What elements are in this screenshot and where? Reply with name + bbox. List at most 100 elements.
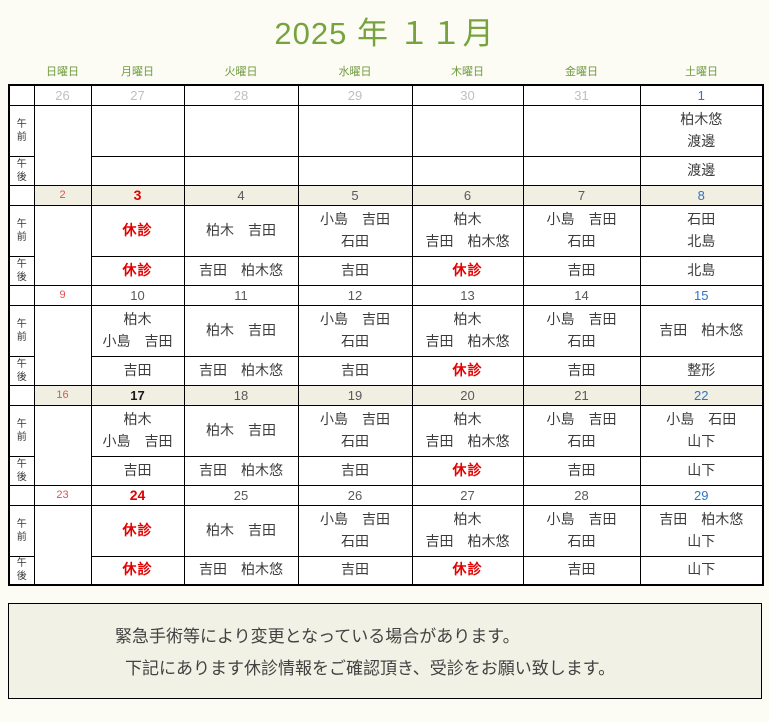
schedule-calendar: 26 27 28 29 30 31 1 午前 柏木悠 渡邊 午後 渡邊 2 3 …: [8, 84, 764, 586]
am-cell: 小島 吉田 石田: [522, 304, 641, 357]
calendar-title: 2025 年 １１月: [274, 16, 495, 51]
pm-cell-closed: 休診: [411, 355, 524, 386]
day-header-row: 日曜日 月曜日 火曜日 水曜日 木曜日 金曜日 土曜日: [9, 63, 769, 79]
pm-cell: [297, 155, 413, 186]
date-cell: 10: [90, 284, 185, 306]
corner-cell: [8, 84, 35, 106]
am-cell: 柏木 吉田: [183, 304, 299, 357]
pm-cell-closed: 休診: [411, 555, 524, 586]
date-cell: 31: [522, 84, 641, 106]
am-cell: 柏木 小島 吉田: [90, 404, 185, 457]
date-cell: 20: [411, 384, 524, 406]
week1-date-row: 26 27 28 29 30 31 1: [8, 84, 764, 106]
week4-am-row: 午前 柏木 小島 吉田 柏木 吉田 小島 吉田 石田 柏木 吉田 柏木悠 小島 …: [8, 404, 764, 486]
date-cell: 15: [639, 284, 764, 306]
pm-cell-closed: 休診: [411, 455, 524, 486]
pm-cell: 北島: [639, 255, 764, 286]
pm-cell: 吉田 柏木悠: [183, 355, 299, 386]
date-cell: 6: [411, 184, 524, 206]
am-cell: 柏木 吉田: [183, 204, 299, 257]
pm-cell-closed: 休診: [90, 255, 185, 286]
am-cell: 小島 吉田 石田: [522, 404, 641, 457]
date-cell: 19: [297, 384, 413, 406]
week4-date-row: 16 17 18 19 20 21 22: [8, 384, 764, 406]
time-label-am: 午前: [8, 104, 35, 157]
date-cell: 5: [297, 184, 413, 206]
am-cell: 小島 吉田 石田: [297, 304, 413, 357]
week3-date-row: 9 10 11 12 13 14 15: [8, 284, 764, 306]
week1-pm-row: 午後 渡邊: [8, 155, 764, 186]
pm-cell: 吉田: [297, 455, 413, 486]
week3-pm-row: 午後 吉田 吉田 柏木悠 吉田 休診 吉田 整形: [8, 355, 764, 386]
corner-cell: [8, 184, 35, 206]
date-cell: 16: [33, 384, 92, 406]
date-cell: 13: [411, 284, 524, 306]
sunday-closed-cell: [33, 104, 92, 186]
date-cell: 23: [33, 484, 92, 506]
time-label-pm: 午後: [8, 555, 35, 586]
am-cell: 小島 吉田 石田: [297, 204, 413, 257]
date-cell: 28: [522, 484, 641, 506]
am-cell: [522, 104, 641, 157]
am-cell: 小島 吉田 石田: [522, 204, 641, 257]
week4-pm-row: 午後 吉田 吉田 柏木悠 吉田 休診 吉田 山下: [8, 455, 764, 486]
am-cell-closed: 休診: [90, 204, 185, 257]
am-cell: 柏木 吉田: [183, 404, 299, 457]
pm-cell: 吉田 柏木悠: [183, 455, 299, 486]
date-cell: 21: [522, 384, 641, 406]
sunday-closed-cell: [33, 504, 92, 586]
pm-cell: [90, 155, 185, 186]
time-label-am: 午前: [8, 504, 35, 557]
am-cell: [297, 104, 413, 157]
pm-cell: [522, 155, 641, 186]
date-cell: 26: [33, 84, 92, 106]
pm-cell: 吉田 柏木悠: [183, 555, 299, 586]
day-header-sunday: 日曜日: [46, 66, 79, 78]
am-cell: 柏木 吉田 柏木悠: [411, 504, 524, 557]
pm-cell-closed: 休診: [90, 555, 185, 586]
am-cell: 小島 吉田 石田: [522, 504, 641, 557]
am-cell: 小島 吉田 石田: [297, 404, 413, 457]
date-cell: 2: [33, 184, 92, 206]
time-label-pm: 午後: [8, 355, 35, 386]
pm-cell: 吉田: [90, 455, 185, 486]
date-cell: 8: [639, 184, 764, 206]
week5-date-row: 23 24 25 26 27 28 29: [8, 484, 764, 506]
time-label-pm: 午後: [8, 255, 35, 286]
am-cell: [183, 104, 299, 157]
date-cell: 27: [411, 484, 524, 506]
pm-cell: 吉田: [297, 555, 413, 586]
am-cell: 小島 吉田 石田: [297, 504, 413, 557]
date-cell: 17: [90, 384, 185, 406]
pm-cell: [183, 155, 299, 186]
date-cell: 22: [639, 384, 764, 406]
corner-cell: [8, 284, 35, 306]
corner-cell: [8, 484, 35, 506]
am-cell-closed: 休診: [90, 504, 185, 557]
date-cell: 27: [90, 84, 185, 106]
sunday-closed-cell: [33, 204, 92, 286]
am-cell: 柏木 吉田 柏木悠: [411, 304, 524, 357]
pm-cell: 吉田: [522, 555, 641, 586]
corner-cell: [8, 384, 35, 406]
time-label-am: 午前: [8, 404, 35, 457]
am-cell: 柏木悠 渡邊: [639, 104, 764, 157]
time-label-am: 午前: [8, 304, 35, 357]
pm-cell: 吉田: [522, 355, 641, 386]
pm-cell: 吉田 柏木悠: [183, 255, 299, 286]
day-header-monday: 月曜日: [121, 66, 154, 78]
pm-cell: 吉田: [297, 355, 413, 386]
am-cell: 柏木 吉田: [183, 504, 299, 557]
time-label-am: 午前: [8, 204, 35, 257]
date-cell: 30: [411, 84, 524, 106]
week5-pm-row: 午後 休診 吉田 柏木悠 吉田 休診 吉田 山下: [8, 555, 764, 586]
date-cell: 11: [183, 284, 299, 306]
week3-am-row: 午前 柏木 小島 吉田 柏木 吉田 小島 吉田 石田 柏木 吉田 柏木悠 小島 …: [8, 304, 764, 386]
am-cell: [90, 104, 185, 157]
date-cell: 29: [639, 484, 764, 506]
am-cell: [411, 104, 524, 157]
date-cell: 24: [90, 484, 185, 506]
date-cell: 18: [183, 384, 299, 406]
date-cell: 28: [183, 84, 299, 106]
am-cell: 吉田 柏木悠: [639, 304, 764, 357]
